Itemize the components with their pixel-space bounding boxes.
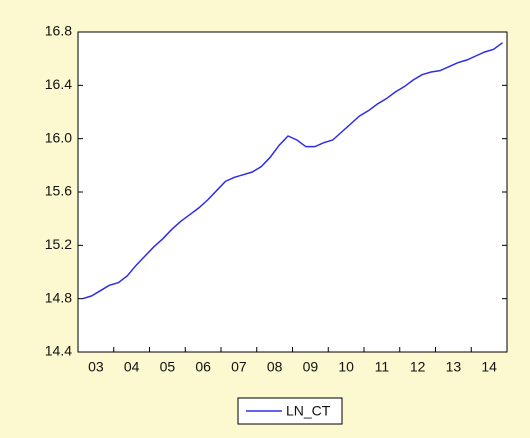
x-tick-label: 07 — [231, 359, 247, 375]
x-tick-label: 05 — [160, 359, 176, 375]
x-tick-label: 04 — [124, 359, 140, 375]
y-tick-label: 15.2 — [45, 236, 72, 252]
y-tick-label: 14.8 — [45, 289, 72, 305]
plot-area — [77, 31, 508, 353]
x-tick-label: 11 — [375, 359, 390, 375]
y-tick-label: 15.6 — [45, 183, 72, 199]
x-tick-label: 12 — [410, 359, 426, 375]
legend-label: LN_CT — [286, 403, 331, 419]
y-tick-label: 16.4 — [45, 76, 72, 92]
x-tick-label: 08 — [267, 359, 283, 375]
y-tick-label: 16.8 — [45, 23, 72, 39]
x-tick-label: 03 — [88, 359, 104, 375]
line — [82, 42, 503, 300]
y-tick-label: 16.0 — [45, 129, 72, 145]
y-tick-label: 14.4 — [45, 343, 72, 359]
x-tick-label: 13 — [446, 359, 462, 375]
x-tick-label: 14 — [481, 359, 497, 375]
x-tick-label: 10 — [338, 359, 354, 375]
x-tick-label: 09 — [303, 359, 319, 375]
x-tick-label: 06 — [195, 359, 211, 375]
